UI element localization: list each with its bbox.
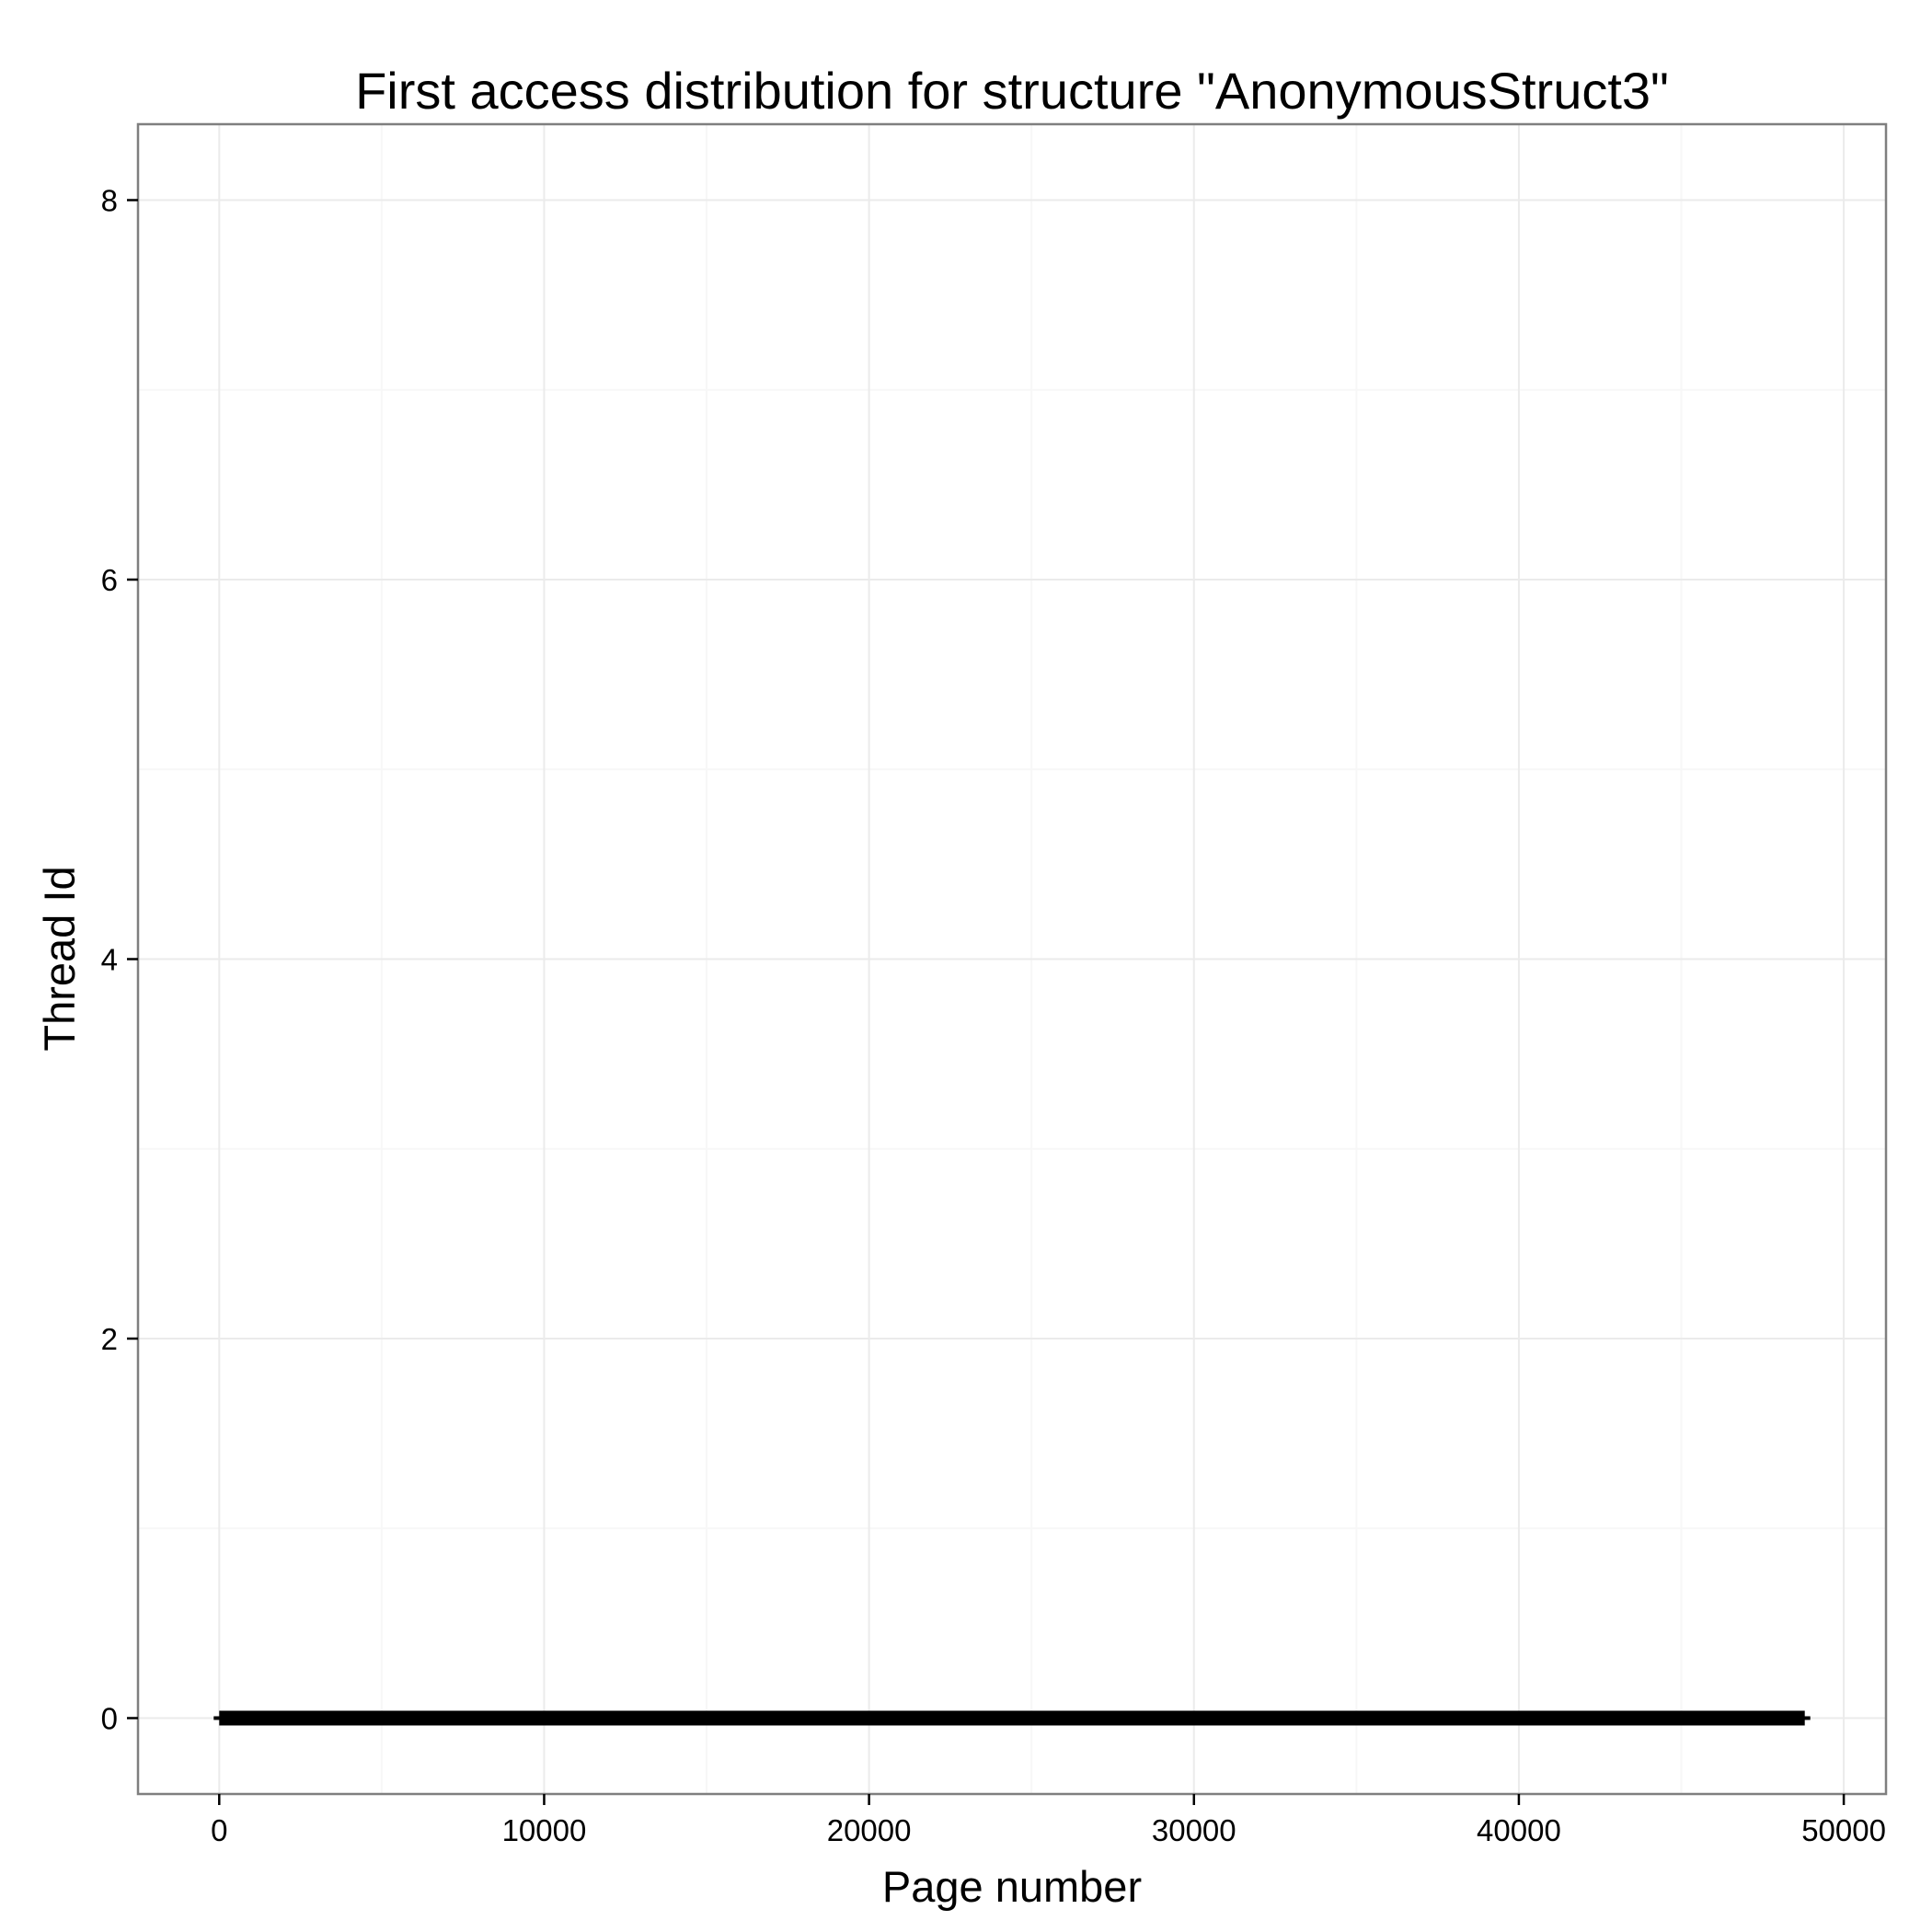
y-axis-title: Thread Id bbox=[35, 866, 84, 1051]
x-axis-title: Page number bbox=[882, 1862, 1142, 1911]
y-tick-label: 8 bbox=[101, 184, 118, 218]
x-tick-label: 40000 bbox=[1477, 1813, 1561, 1847]
x-axis: 0 10000 20000 30000 40000 50000 bbox=[211, 1794, 1886, 1847]
y-tick-label: 6 bbox=[101, 563, 118, 597]
y-axis: 0 2 4 6 8 bbox=[101, 184, 138, 1736]
y-tick-label: 2 bbox=[101, 1322, 118, 1356]
x-tick-label: 10000 bbox=[502, 1813, 587, 1847]
x-tick-label: 30000 bbox=[1152, 1813, 1236, 1847]
x-tick-label: 0 bbox=[211, 1813, 227, 1847]
x-tick-label: 50000 bbox=[1801, 1813, 1886, 1847]
y-tick-label: 4 bbox=[101, 943, 118, 977]
chart-title: First access distribution for structure … bbox=[355, 62, 1669, 120]
y-tick-label: 0 bbox=[101, 1702, 118, 1736]
x-tick-label: 20000 bbox=[827, 1813, 912, 1847]
